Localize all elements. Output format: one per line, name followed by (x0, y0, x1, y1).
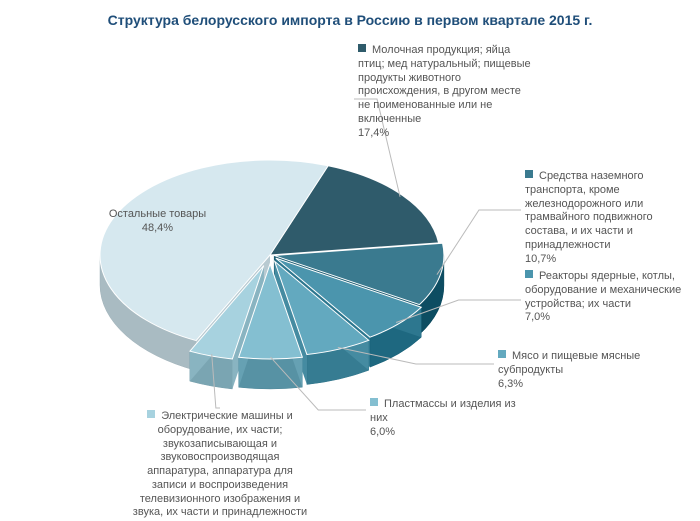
legend-other: Остальные товары48,4% (95, 208, 220, 236)
legend-text-other: Остальные товары48,4% (109, 208, 206, 234)
legend-swatch-reactors (525, 270, 533, 278)
legend-text-plastics: Пластмассы и изделия из них6,0% (370, 398, 516, 438)
legend-meat: Мясо и пищевые мясные субпродукты6,3% (498, 350, 688, 391)
pie-chart: Молочная продукция; яйца птиц; мед натур… (0, 40, 700, 521)
legend-text-reactors: Реакторы ядерные, котлы, оборудование и … (525, 270, 681, 323)
legend-reactors: Реакторы ядерные, котлы, оборудование и … (525, 270, 695, 325)
legend-electrical: Электрические машины и оборудование, их … (130, 410, 310, 520)
legend-transport: Средства наземного транспорта, кроме жел… (525, 170, 695, 266)
legend-text-meat: Мясо и пищевые мясные субпродукты6,3% (498, 350, 640, 390)
pie-side-plastics (239, 357, 303, 389)
legend-text-electrical: Электрические машины и оборудование, их … (133, 410, 307, 518)
legend-text-dairy: Молочная продукция; яйца птиц; мед натур… (358, 44, 531, 139)
legend-dairy: Молочная продукция; яйца птиц; мед натур… (358, 44, 533, 140)
chart-title: Структура белорусского импорта в Россию … (0, 12, 700, 28)
legend-swatch-meat (498, 350, 506, 358)
legend-swatch-transport (525, 170, 533, 178)
legend-swatch-electrical (147, 410, 155, 418)
legend-swatch-dairy (358, 44, 366, 52)
legend-swatch-plastics (370, 398, 378, 406)
legend-plastics: Пластмассы и изделия из них6,0% (370, 398, 525, 439)
legend-text-transport: Средства наземного транспорта, кроме жел… (525, 170, 653, 265)
leader-transport (437, 210, 521, 275)
